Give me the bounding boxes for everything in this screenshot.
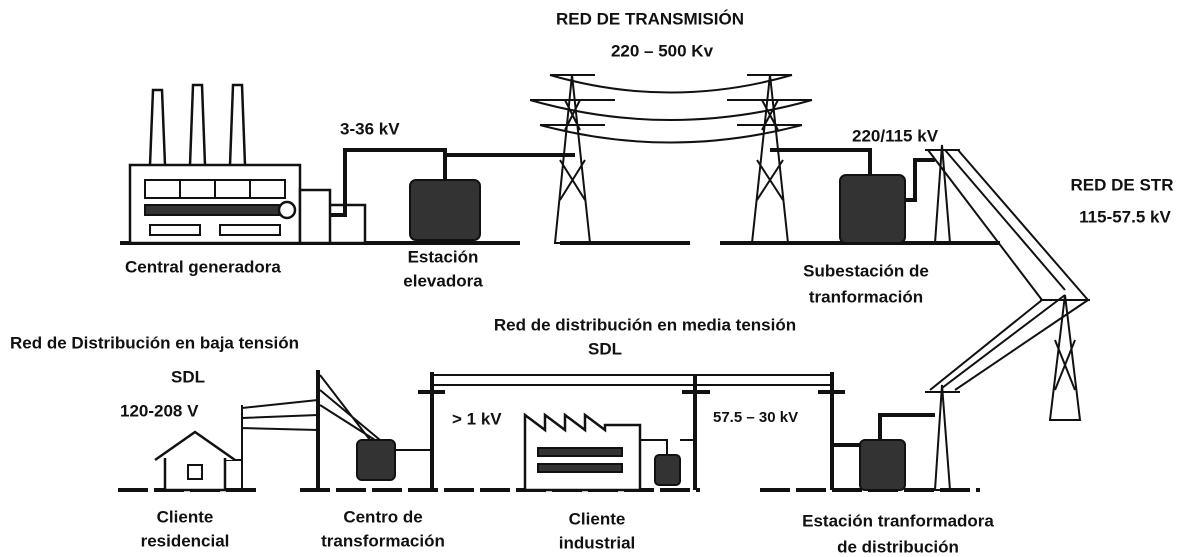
medium-wires [432,374,830,386]
str-wires [927,149,1089,391]
str-title: RED DE STR [1071,175,1174,194]
medium-voltage-left: > 1 kV [452,409,502,428]
plant-band [144,204,286,216]
factory-bands [537,447,623,473]
industrial-label: Cliente [569,509,626,528]
tower-left [530,74,615,244]
transmission-title: RED DE TRANSMISIÓN [556,9,744,28]
distribution-label: Estación tranformadora [802,511,994,530]
low-network-subtitle: SDL [171,367,205,386]
plant-dial [277,200,297,220]
medium-network-subtitle: SDL [588,339,622,358]
step-up-transformer [409,179,481,241]
center-wires [319,374,432,451]
low-network-title: Red de Distribución en baja tensión [10,333,299,352]
distribution-pole [925,384,960,491]
str-tower [1040,294,1090,421]
low-network-voltage: 120-208 V [120,401,199,420]
house [154,430,236,492]
generation-voltage: 3-36 kV [340,119,400,138]
tower-right [727,74,812,244]
substation-pole [925,144,960,244]
center-label: Centro de [343,507,422,526]
distribution-feed [830,413,935,447]
service-drop [225,399,319,490]
plant-windows [144,179,286,236]
substation-voltage: 220/115 kV [852,126,939,145]
medium-poles [418,372,845,490]
center-transformer [356,439,396,481]
residential-label: residencial [141,531,230,550]
substation-transformer [839,174,906,244]
step-up-label: Estación [408,247,479,266]
transmission-voltage: 220 – 500 Kv [611,41,714,60]
distribution-label: de distribución [837,537,959,556]
substation-label: tranformación [809,287,923,306]
generator-label: Central generadora [125,257,281,276]
industrial-label: industrial [559,533,636,552]
substation-label: Subestación de [803,261,929,280]
house-window [187,464,203,480]
step-up-label: elevadora [403,271,483,290]
chimneys [148,83,247,166]
center-label: transformación [321,531,445,550]
distribution-transformer [859,439,906,491]
medium-network-title: Red de distribución en media tensión [494,315,796,334]
industrial-feed [640,439,695,455]
transmission-feed [443,148,872,180]
substation-feed [905,158,935,202]
str-voltage: 115-57.5 kV [1079,207,1171,226]
industrial-transformer [654,454,681,486]
medium-voltage-right: 57.5 – 30 kV [713,409,798,426]
transmission-wires [529,74,813,144]
residential-label: Cliente [157,507,214,526]
